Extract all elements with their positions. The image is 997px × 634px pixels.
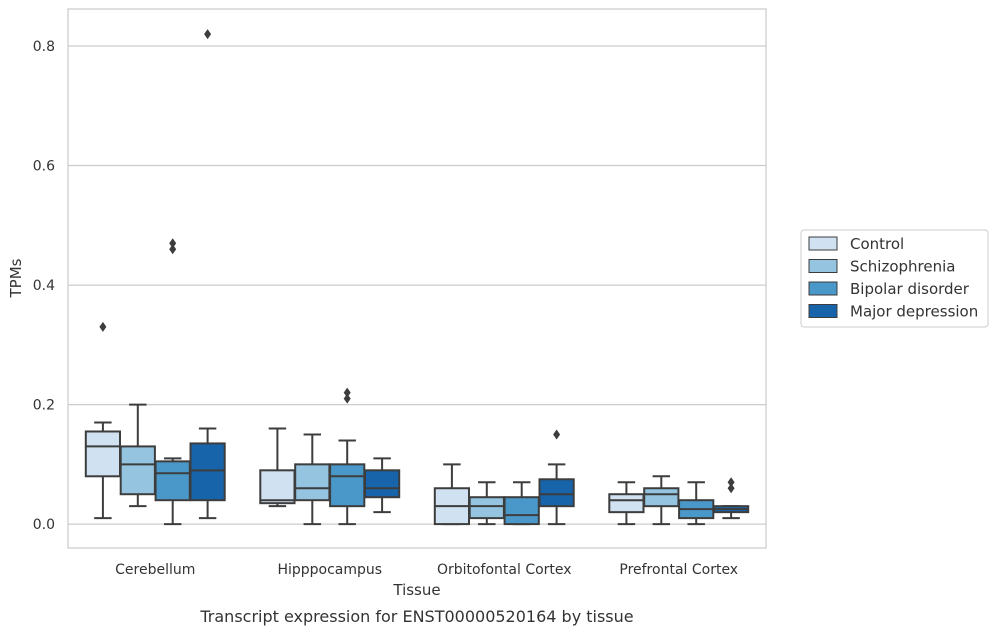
outlier-point <box>343 387 351 398</box>
y-tick-label: 0.6 <box>33 159 55 175</box>
box-iqr <box>84 430 122 478</box>
outlier-point <box>169 238 177 249</box>
box-iqr <box>468 496 505 520</box>
outlier-point <box>99 321 107 332</box>
box-0-1 <box>119 403 156 508</box>
y-tick-label: 0.4 <box>33 278 55 294</box>
box-1-3 <box>363 457 401 514</box>
chart-caption: Transcript expression for ENST0000052016… <box>199 607 633 626</box>
x-tick-label: Prefrontal Cortex <box>619 562 738 578</box>
box-layer <box>84 29 750 526</box>
legend-swatch <box>808 281 838 296</box>
box-iqr <box>363 469 401 499</box>
y-axis-title: TPMs <box>7 258 25 298</box>
box-1-2 <box>329 387 366 526</box>
box-iqr <box>643 487 680 508</box>
legend-label: Bipolar disorder <box>850 280 970 298</box>
box-2-3 <box>538 429 575 526</box>
plot-frame <box>67 8 767 549</box>
box-iqr <box>538 478 575 508</box>
y-tick-label: 0.2 <box>33 398 55 414</box>
legend-swatch <box>808 236 838 251</box>
legend: Control Schizophrenia Bipolar disorder Majo… <box>800 229 989 328</box>
box-1-1 <box>294 433 331 526</box>
box-2-2 <box>503 481 540 526</box>
box-iqr <box>294 463 331 502</box>
legend-label: Control <box>850 235 904 253</box>
box-iqr <box>329 463 366 508</box>
x-tick-label: Orbitofontal Cortex <box>437 562 572 578</box>
outlier-point <box>727 477 735 488</box>
box-3-3 <box>712 477 750 520</box>
box-0-2 <box>154 238 191 526</box>
x-tick-label: Cerebellum <box>115 562 195 578</box>
legend-frame <box>800 229 989 328</box>
box-0-3 <box>189 29 226 520</box>
x-axis-title: Tissue <box>392 581 440 599</box>
box-1-0 <box>259 427 296 508</box>
box-2-1 <box>468 481 505 526</box>
y-tick-label: 0.0 <box>33 517 55 533</box>
outlier-point <box>727 483 735 494</box>
grid-lines <box>68 45 766 525</box>
box-iqr <box>154 460 191 502</box>
box-3-0 <box>608 481 645 526</box>
box-iqr <box>608 493 645 514</box>
x-tick-labels: Cerebellum Hipppocampus Orbitofontal Corte… <box>115 562 738 578</box>
box-iqr <box>259 469 296 505</box>
x-tick-label: Hipppocampus <box>277 562 382 578</box>
legend-label: Major depression <box>850 303 978 321</box>
box-iqr <box>189 442 226 502</box>
box-2-0 <box>433 463 471 526</box>
legend-label: Schizophrenia <box>850 258 955 276</box>
outlier-point <box>204 29 212 40</box>
outlier-point <box>169 244 177 255</box>
y-tick-labels: 0.0 0.2 0.4 0.6 0.8 <box>33 39 55 533</box>
box-0-0 <box>84 321 122 520</box>
box-iqr <box>119 445 156 496</box>
box-3-1 <box>643 475 680 526</box>
legend-swatch <box>808 304 838 318</box>
box-3-2 <box>678 481 715 526</box>
outlier-point <box>343 393 351 404</box>
outlier-point <box>553 429 561 440</box>
legend-swatch <box>808 259 838 273</box>
y-tick-label: 0.8 <box>33 39 55 55</box>
legend-items: Control Schizophrenia Bipolar disorder Majo… <box>808 235 978 321</box>
box-iqr <box>503 496 540 526</box>
